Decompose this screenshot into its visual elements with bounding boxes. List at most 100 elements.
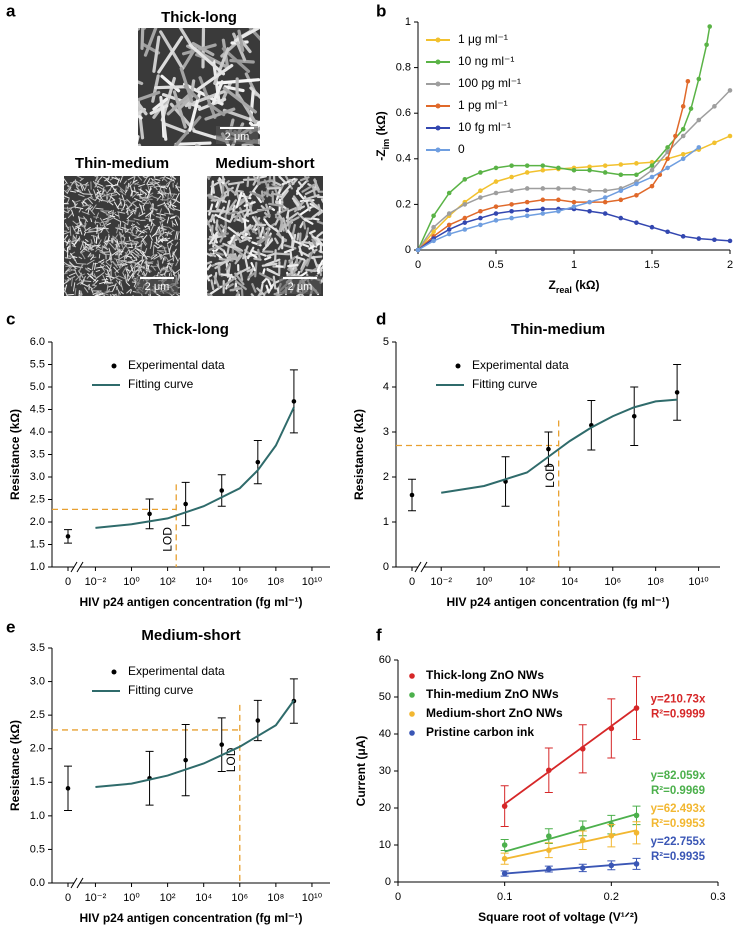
wire xyxy=(131,294,134,296)
wire xyxy=(64,284,68,293)
wire xyxy=(83,247,88,251)
point xyxy=(478,215,483,221)
wire xyxy=(308,242,321,250)
y-axis-label: Resistance (kΩ) xyxy=(352,409,366,500)
point xyxy=(602,199,608,205)
wire xyxy=(137,176,143,181)
point xyxy=(618,188,624,194)
wire xyxy=(75,234,78,242)
wire xyxy=(131,190,134,197)
wire xyxy=(128,236,131,242)
point xyxy=(618,172,624,178)
point xyxy=(665,145,670,150)
point xyxy=(608,832,615,839)
wire xyxy=(283,259,287,269)
x-tick-label: 10⁻² xyxy=(85,892,107,904)
wire xyxy=(161,121,189,135)
wire xyxy=(104,189,108,195)
wire xyxy=(145,189,150,193)
point xyxy=(509,202,514,207)
wire xyxy=(111,260,118,269)
wire xyxy=(120,281,124,291)
wire xyxy=(79,221,83,225)
wire xyxy=(94,293,104,296)
label-part: (kΩ) xyxy=(572,278,600,292)
wire xyxy=(141,251,148,260)
image-title: Thin-medium xyxy=(75,155,169,172)
wire xyxy=(248,183,260,197)
x-axis-label: HIV p24 antigen concentration (fg ml⁻¹) xyxy=(446,595,669,609)
chart-title: Thick-long xyxy=(153,321,229,338)
wire xyxy=(162,257,165,264)
wire xyxy=(81,278,85,285)
wire xyxy=(305,268,317,273)
wire xyxy=(103,241,107,245)
wire xyxy=(225,263,231,271)
wire xyxy=(261,262,278,267)
wire xyxy=(145,195,153,200)
wire xyxy=(123,237,126,242)
wire xyxy=(155,293,161,296)
point xyxy=(571,204,577,209)
x-tick-label: 10⁸ xyxy=(267,892,284,904)
wire xyxy=(142,267,152,272)
legend-label: 10 fg ml⁻¹ xyxy=(458,120,511,134)
wire xyxy=(65,269,70,273)
wire xyxy=(311,210,321,219)
scale-label: 2 μm xyxy=(288,281,313,293)
point xyxy=(665,156,670,162)
wire xyxy=(109,294,112,296)
wire xyxy=(155,216,165,219)
y-tick-label: 4 xyxy=(383,381,389,393)
wire xyxy=(69,251,76,256)
wire xyxy=(115,259,121,269)
wire xyxy=(266,252,276,257)
point xyxy=(649,183,655,189)
wire xyxy=(64,212,65,214)
wire xyxy=(172,198,177,202)
point xyxy=(546,847,552,853)
wire xyxy=(119,259,126,266)
wire xyxy=(130,227,134,235)
wire xyxy=(95,269,101,273)
wire xyxy=(150,254,158,260)
wire xyxy=(211,241,225,252)
wire xyxy=(111,176,119,180)
point xyxy=(633,705,640,711)
wire xyxy=(127,272,134,282)
wire xyxy=(156,195,162,201)
wire xyxy=(229,58,255,64)
wire xyxy=(115,286,121,295)
wire xyxy=(158,227,161,232)
wire xyxy=(153,253,158,256)
wire xyxy=(78,256,83,260)
wire xyxy=(162,268,169,271)
wire xyxy=(228,199,238,211)
wire xyxy=(263,191,274,198)
point xyxy=(618,197,624,203)
wire xyxy=(138,212,141,217)
point xyxy=(674,390,680,395)
wire xyxy=(95,266,105,269)
wire xyxy=(254,261,258,278)
label-part: (kΩ) xyxy=(374,111,388,139)
fit-line xyxy=(504,706,638,805)
wire xyxy=(161,235,166,242)
wire xyxy=(122,221,128,226)
point xyxy=(524,199,530,205)
wire xyxy=(64,257,72,259)
wire xyxy=(153,184,161,189)
point xyxy=(509,163,514,168)
wire xyxy=(143,230,148,233)
wire xyxy=(274,292,283,296)
wire xyxy=(207,102,226,117)
wire xyxy=(257,225,263,243)
wire xyxy=(235,189,244,193)
wire xyxy=(256,235,272,244)
y-tick-label: 3.0 xyxy=(30,675,45,687)
wire xyxy=(234,272,245,286)
point xyxy=(446,222,452,228)
wire xyxy=(170,263,174,271)
wire xyxy=(272,275,277,290)
